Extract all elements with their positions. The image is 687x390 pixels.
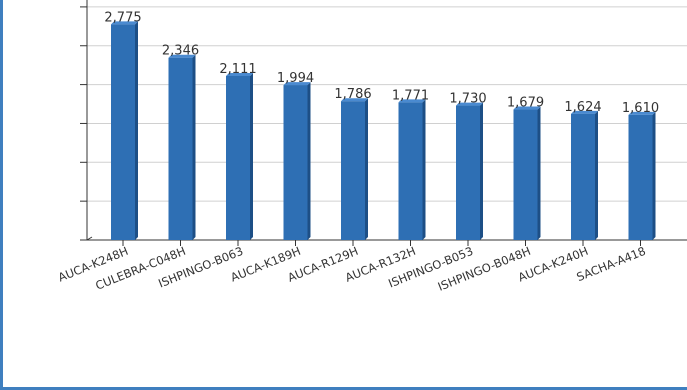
bar-side bbox=[480, 102, 483, 240]
bar-side bbox=[192, 54, 196, 240]
data-label: 1,624 bbox=[564, 100, 601, 115]
data-label: 2,111 bbox=[219, 62, 256, 77]
bar bbox=[456, 105, 480, 240]
bar-side bbox=[365, 98, 368, 240]
bar-side bbox=[422, 99, 426, 240]
bar-side bbox=[595, 110, 598, 240]
bar-top bbox=[398, 99, 426, 103]
bar-top bbox=[513, 106, 541, 110]
data-label: 1,730 bbox=[449, 92, 486, 107]
x-axis-depth bbox=[86, 236, 93, 241]
data-label: 1,679 bbox=[507, 96, 544, 111]
bar-side bbox=[135, 21, 138, 240]
bar bbox=[398, 102, 423, 240]
data-label: 1,994 bbox=[277, 71, 314, 86]
bar-top bbox=[341, 98, 368, 102]
bar bbox=[513, 109, 538, 240]
bar bbox=[283, 85, 308, 241]
bar-top bbox=[456, 102, 483, 106]
bar bbox=[571, 113, 595, 240]
bar-top bbox=[571, 110, 598, 114]
bar-top bbox=[628, 111, 656, 115]
bar bbox=[341, 101, 365, 240]
bar bbox=[628, 114, 653, 240]
data-label: 1,610 bbox=[622, 101, 659, 116]
bar-side bbox=[250, 72, 253, 240]
bar-top bbox=[226, 72, 253, 76]
bar bbox=[168, 57, 193, 240]
bar-top bbox=[168, 54, 196, 58]
bar-side bbox=[537, 106, 541, 240]
bar bbox=[226, 75, 250, 240]
bar bbox=[111, 24, 135, 240]
bar-chart: 2,775AUCA-K248H2,346CULEBRA-C048H2,111IS… bbox=[56, 0, 687, 294]
bar-side bbox=[307, 82, 311, 241]
bar-top bbox=[283, 82, 311, 86]
data-label: 1,786 bbox=[334, 87, 371, 102]
bar-side bbox=[652, 111, 656, 240]
bar-top bbox=[111, 21, 138, 25]
data-label: 2,775 bbox=[104, 10, 141, 25]
data-label: 1,771 bbox=[392, 88, 429, 103]
data-label: 2,346 bbox=[162, 44, 199, 59]
